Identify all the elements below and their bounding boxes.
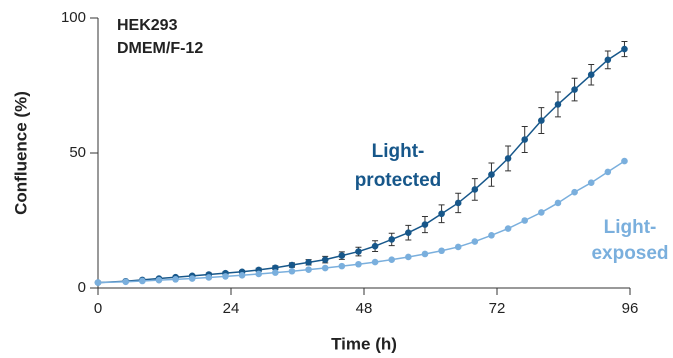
data-point (321, 256, 329, 263)
data-point (288, 261, 296, 269)
data-point (338, 262, 346, 270)
data-point (272, 264, 279, 272)
data-point (538, 209, 545, 216)
data-point (438, 210, 445, 218)
y-tick-label: 100 (61, 9, 86, 26)
x-tick-label: 72 (489, 300, 506, 317)
data-point (321, 264, 329, 272)
data-point (371, 258, 379, 266)
data-point (222, 273, 229, 280)
data-point (305, 266, 312, 273)
y-tick-label: 0 (78, 279, 86, 296)
data-point (604, 168, 612, 176)
data-point (122, 278, 130, 286)
series-label: Light- (604, 217, 657, 238)
data-point (504, 155, 512, 162)
data-point (355, 260, 362, 268)
data-point (454, 199, 462, 207)
data-point (454, 243, 462, 251)
data-point (621, 45, 628, 53)
data-point (388, 256, 396, 263)
y-axis-title: Confluence (%) (11, 91, 30, 215)
data-point (188, 275, 196, 282)
data-point (405, 253, 412, 261)
data-point (94, 279, 102, 286)
data-point (421, 221, 429, 228)
x-tick-label: 24 (223, 300, 240, 317)
data-point (155, 276, 163, 284)
data-point (488, 171, 495, 178)
medium: DMEM/F-12 (117, 40, 203, 57)
data-point (255, 270, 263, 278)
data-point (139, 277, 146, 285)
data-point (571, 86, 578, 93)
data-point (438, 247, 445, 255)
data-point (471, 186, 479, 193)
data-point (488, 232, 495, 239)
data-point (288, 267, 296, 275)
series-label: exposed (591, 243, 668, 264)
series-label: protected (355, 170, 442, 191)
data-point (587, 71, 595, 78)
data-point (521, 136, 529, 143)
data-point (238, 272, 246, 279)
data-point (538, 117, 545, 124)
data-point (521, 217, 529, 224)
data-point (305, 259, 312, 266)
data-point (587, 179, 595, 186)
data-point (205, 274, 213, 281)
x-tick-label: 48 (356, 300, 373, 317)
data-point (554, 101, 562, 108)
data-point (272, 269, 279, 276)
data-point (621, 157, 628, 165)
cell-line: HEK293 (117, 17, 178, 34)
data-point (554, 199, 562, 207)
data-point (471, 238, 479, 245)
data-point (355, 248, 362, 255)
x-tick-label: 96 (622, 300, 639, 317)
data-point (604, 56, 612, 64)
data-point (388, 236, 396, 243)
y-tick-label: 50 (69, 144, 86, 161)
series-label: Light- (372, 141, 425, 162)
data-point (421, 250, 429, 258)
data-point (338, 252, 346, 259)
data-point (504, 225, 512, 232)
data-point (405, 229, 412, 236)
x-tick-label: 0 (94, 300, 102, 317)
data-point (371, 242, 379, 250)
data-point (172, 276, 179, 283)
data-point (571, 188, 578, 196)
x-axis-title: Time (h) (331, 334, 397, 353)
